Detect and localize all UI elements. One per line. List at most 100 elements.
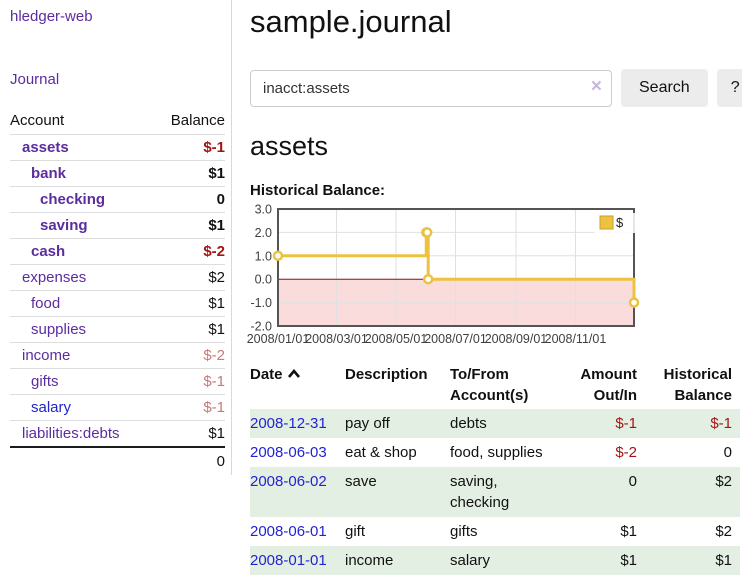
y-axis-tick-label: 3.0 [255, 204, 272, 217]
account-row: gifts $-1 [10, 368, 225, 395]
account-row: income $-2 [10, 342, 225, 369]
register-column-date-label: Date [250, 366, 283, 383]
account-row: bank $1 [10, 160, 225, 187]
transaction-balance: $-1 [710, 415, 732, 432]
accounts-body: assets $-1 bank $1 checking 0 saving $1 cash $-2 e… [10, 134, 225, 447]
register-column-accounts: To/From Account(s) [450, 366, 529, 404]
transaction-date-link[interactable]: 2008-06-03 [250, 444, 327, 461]
account-name-cell: checking [10, 186, 154, 213]
transaction-description: income [345, 552, 394, 569]
account-row: assets $-1 [10, 134, 225, 161]
transaction-date-cell: 2008-06-01 [250, 517, 345, 546]
account-balance: $1 [153, 160, 225, 187]
transaction-balance: $1 [715, 552, 732, 569]
account-row: food $1 [10, 290, 225, 317]
page-title: sample.journal [250, 4, 452, 39]
register-row: 2008-06-01 gift gifts $1 $2 [250, 517, 740, 546]
x-axis-tick-label: 2008/11/01 [545, 332, 607, 346]
transaction-balance: $2 [715, 473, 732, 490]
account-balance: $1 [153, 290, 225, 317]
data-point [272, 250, 284, 262]
transaction-date-link[interactable]: 2008-06-01 [250, 523, 327, 540]
sidebar-account-link[interactable]: cash [31, 243, 66, 260]
account-name-cell: cash [10, 238, 154, 265]
register-row: 2008-01-01 income salary $1 $1 [250, 546, 740, 575]
search-bar: × Search ? [250, 69, 742, 107]
transaction-accounts: gifts [450, 523, 478, 540]
sidebar-account-link[interactable]: bank [31, 165, 67, 182]
help-button[interactable]: ? [716, 69, 742, 107]
transaction-amount: $-1 [615, 415, 637, 432]
register-header-row: Date Description To/From Account(s) Amou… [250, 361, 740, 409]
transaction-date-link[interactable]: 2008-12-31 [250, 415, 327, 432]
account-name-cell: gifts [10, 368, 154, 395]
data-point [628, 297, 640, 308]
transaction-balance: 0 [723, 444, 732, 461]
transaction-description: pay off [345, 415, 390, 432]
account-name-cell: income [10, 342, 154, 369]
transaction-date-cell: 2008-01-01 [250, 546, 345, 575]
transaction-amount: 0 [628, 473, 637, 490]
x-axis-tick-label: 2008/09/01 [485, 332, 548, 346]
register-column-amount: Amount Out/In [580, 366, 637, 404]
account-name-cell: liabilities:debts [10, 420, 154, 447]
sidebar-account-link[interactable]: checking [40, 191, 106, 208]
sidebar-account-link[interactable]: expenses [22, 269, 87, 286]
chart-title: Historical Balance: [250, 182, 386, 199]
account-name-cell: bank [10, 160, 154, 187]
accounts-column-balance: Balance [170, 112, 225, 129]
account-row: salary $-1 [10, 394, 225, 421]
sidebar-account-link[interactable]: supplies [31, 321, 87, 338]
account-name-cell: assets [10, 134, 154, 161]
search-box: × [250, 69, 612, 107]
accounts-total-row: 0 [10, 446, 225, 475]
search-button[interactable]: Search [621, 69, 708, 107]
spacer [10, 446, 154, 475]
y-axis-tick-label: 1.0 [255, 249, 272, 263]
brand-link[interactable]: hledger-web [10, 8, 93, 25]
account-row: cash $-2 [10, 238, 225, 265]
transaction-date-link[interactable]: 2008-06-02 [250, 473, 327, 490]
account-balance: $-1 [153, 394, 225, 421]
sidebar-account-link[interactable]: saving [40, 217, 88, 234]
account-name-cell: salary [10, 394, 154, 421]
sidebar: hledger-web Journal Account Balance asse… [0, 0, 232, 475]
transaction-date-cell: 2008-06-03 [250, 438, 345, 467]
register-row: 2008-06-03 eat & shop food, supplies $-2 0 [250, 438, 740, 467]
register-column-date[interactable]: Date [250, 361, 345, 409]
x-axis-tick-label: 2008/01/01 [247, 332, 310, 346]
y-axis-tick-label: -1.0 [250, 296, 272, 310]
transaction-accounts: saving, checking [450, 473, 510, 511]
sidebar-account-link[interactable]: gifts [31, 373, 59, 390]
transaction-date-link[interactable]: 2008-01-01 [250, 552, 327, 569]
register-column-description: Description [345, 366, 428, 383]
sidebar-account-link[interactable]: food [31, 295, 61, 312]
y-axis-tick-label: 0.0 [255, 273, 272, 287]
transaction-date-cell: 2008-06-02 [250, 467, 345, 517]
y-axis-tick-label: 2.0 [255, 226, 272, 240]
main-content: sample.journal × Search ? assets Histori… [232, 0, 742, 575]
legend-swatch [599, 215, 614, 230]
accounts-column-account: Account [10, 112, 65, 129]
search-input[interactable] [250, 69, 612, 107]
historical-balance-chart: $3.0 2.0 1.0 0.0 -1.0 -2.02008/01/012008/03/0… [247, 204, 640, 346]
plot-border [277, 208, 635, 327]
sidebar-item-journal[interactable]: Journal [10, 71, 60, 88]
sidebar-account-link[interactable]: assets [22, 139, 69, 156]
account-name-cell: supplies [10, 316, 154, 343]
sidebar-account-link[interactable]: salary [31, 399, 72, 416]
sort-ascending-icon [287, 368, 300, 378]
account-name-cell: food [10, 290, 154, 317]
sidebar-account-link[interactable]: income [22, 347, 71, 364]
register-row: 2008-12-31 pay off debts $-1 $-1 [250, 409, 740, 438]
transaction-accounts: debts [450, 415, 487, 432]
account-name-cell: saving [10, 212, 154, 239]
account-balance: $1 [153, 316, 225, 343]
x-axis-tick-label: 2008/07/01 [424, 332, 487, 346]
data-point [422, 273, 434, 285]
transaction-amount: $-2 [615, 444, 637, 461]
account-balance: $-1 [153, 134, 225, 161]
clear-search-icon[interactable]: × [590, 75, 602, 97]
register-table: Date Description To/From Account(s) Amou… [250, 361, 740, 575]
sidebar-account-link[interactable]: liabilities:debts [22, 425, 120, 442]
